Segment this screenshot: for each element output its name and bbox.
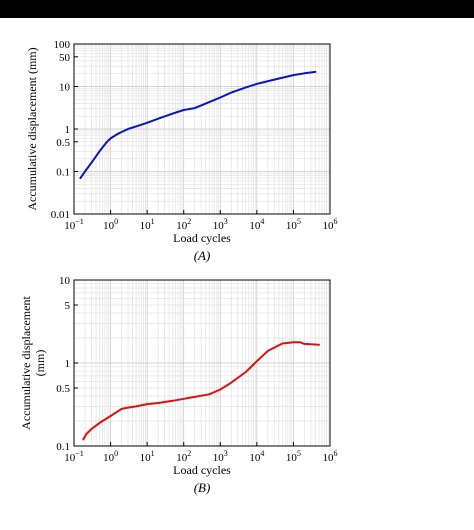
- x-axis-title: Load cycles: [173, 231, 231, 245]
- y-tick-label: 1: [65, 358, 71, 370]
- y-tick-label: 10: [59, 82, 71, 94]
- series-line-1: [79, 70, 317, 180]
- y-tick-label: 0.5: [56, 137, 70, 149]
- y-tick-label: 100: [54, 39, 71, 51]
- y-tick-label: 1: [65, 124, 71, 136]
- x-tick-label: 101: [140, 449, 155, 464]
- panel-label: (A): [194, 248, 211, 263]
- chart-panel-a: 10−1 100 101 102 103 104 105 106 0.01 0.1 0.51 10 50…: [25, 39, 338, 263]
- y-tick-label: 50: [59, 52, 71, 64]
- y-tick-label: 10: [59, 275, 71, 287]
- x-tick-label: 103: [213, 449, 228, 464]
- chart-panel-b: 10−1 100 101 102 103 104 105 106 0.1 0.5 1 5 10 Load …: [19, 275, 338, 495]
- x-tick-label: 101: [140, 217, 155, 232]
- x-tick-label: 10−1: [64, 449, 84, 464]
- x-tick-label: 105: [286, 217, 301, 232]
- y-tick-label: 0.01: [51, 209, 70, 221]
- x-tick-label: 102: [176, 449, 191, 464]
- y-tick-label: 0.1: [56, 441, 70, 453]
- series-line-1: [82, 341, 320, 441]
- x-tick-label: 106: [323, 449, 338, 464]
- x-tick-label: 102: [176, 217, 191, 232]
- y-tick-label: 0.5: [56, 383, 70, 395]
- y-tick-label: 5: [65, 300, 71, 312]
- y-axis-title: Accumulative displacement (mm): [25, 47, 39, 210]
- x-tick-label: 104: [249, 449, 264, 464]
- panel-label: (B): [194, 480, 211, 495]
- top-black-bar: [0, 0, 474, 18]
- y-tick-label: 0.1: [56, 167, 70, 179]
- x-tick-label: 100: [103, 217, 118, 232]
- x-axis-title: Load cycles: [173, 463, 231, 477]
- grid-lines: [73, 44, 330, 215]
- x-tick-label: 106: [323, 217, 338, 232]
- x-tick-label: 104: [249, 217, 264, 232]
- x-tick-label: 10−1: [64, 217, 84, 232]
- y-axis-title: Accumulative displacement(mm): [19, 296, 47, 430]
- grid-lines: [73, 280, 330, 447]
- x-tick-label: 105: [286, 449, 301, 464]
- x-tick-label: 103: [213, 217, 228, 232]
- x-tick-label: 100: [103, 449, 118, 464]
